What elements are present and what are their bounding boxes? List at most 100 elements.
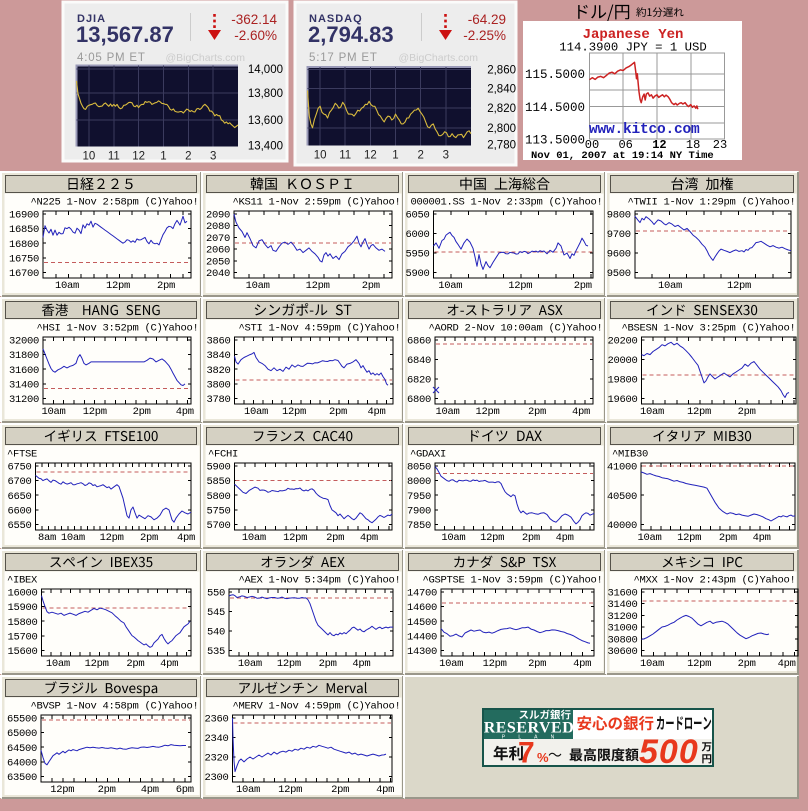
svg-text:550: 550 bbox=[207, 588, 225, 600]
svg-text:3820: 3820 bbox=[206, 365, 230, 377]
svg-text:31400: 31400 bbox=[607, 599, 637, 611]
svg-text:12pm: 12pm bbox=[508, 280, 532, 292]
svg-text:6pm: 6pm bbox=[176, 784, 194, 796]
svg-text:16800: 16800 bbox=[9, 239, 39, 251]
svg-text:23: 23 bbox=[713, 138, 727, 152]
svg-text:2pm: 2pm bbox=[133, 406, 151, 418]
svg-text:545: 545 bbox=[207, 607, 225, 619]
svg-text:12pm: 12pm bbox=[480, 532, 504, 544]
svg-text:3: 3 bbox=[210, 151, 216, 163]
svg-text:5750: 5750 bbox=[206, 505, 230, 517]
svg-text:3840: 3840 bbox=[206, 350, 230, 362]
svg-text:64000: 64000 bbox=[7, 757, 37, 769]
svg-text:4pm: 4pm bbox=[360, 532, 378, 544]
svg-text:12pm: 12pm bbox=[50, 784, 74, 796]
svg-text:-2.60%: -2.60% bbox=[234, 28, 277, 43]
svg-text:4pm: 4pm bbox=[367, 406, 385, 418]
svg-text:32000: 32000 bbox=[9, 336, 39, 348]
svg-text:5900: 5900 bbox=[206, 462, 230, 474]
svg-text:4:05 PM ET: 4:05 PM ET bbox=[77, 52, 146, 64]
svg-text:10am: 10am bbox=[242, 532, 266, 544]
svg-text:4pm: 4pm bbox=[376, 784, 394, 796]
svg-text:12pm: 12pm bbox=[277, 658, 301, 670]
svg-text:^MIB30: ^MIB30 bbox=[612, 449, 648, 461]
svg-text:000001.SS 1-Nov 2:33pm (C)Yaho: 000001.SS 1-Nov 2:33pm (C)Yahoo! bbox=[410, 197, 602, 209]
svg-text:4pm: 4pm bbox=[556, 532, 574, 544]
svg-text:-2.25%: -2.25% bbox=[463, 28, 506, 43]
svg-text:2040: 2040 bbox=[206, 268, 230, 280]
svg-text:12pm: 12pm bbox=[278, 784, 302, 796]
svg-text:10am: 10am bbox=[41, 406, 65, 418]
svg-text:6820: 6820 bbox=[407, 375, 431, 387]
svg-text:2pm: 2pm bbox=[362, 280, 380, 292]
svg-text:10am: 10am bbox=[236, 784, 260, 796]
svg-text:6750: 6750 bbox=[7, 462, 31, 474]
svg-text:12pm: 12pm bbox=[282, 406, 306, 418]
svg-text:63500: 63500 bbox=[7, 772, 37, 784]
svg-text:10am: 10am bbox=[640, 406, 664, 418]
svg-text:^BVSP 1-Nov 4:58pm (C)Yahoo!: ^BVSP 1-Nov 4:58pm (C)Yahoo! bbox=[30, 701, 198, 713]
svg-text:3780: 3780 bbox=[206, 394, 230, 406]
svg-text:2080: 2080 bbox=[206, 221, 230, 233]
svg-text:15900: 15900 bbox=[7, 602, 37, 614]
svg-text:12: 12 bbox=[132, 151, 145, 163]
svg-text:12: 12 bbox=[364, 150, 377, 162]
svg-text:4pm: 4pm bbox=[572, 406, 590, 418]
svg-text:10am: 10am bbox=[435, 406, 459, 418]
svg-text:10am: 10am bbox=[55, 280, 79, 292]
svg-text:6860: 6860 bbox=[407, 336, 431, 348]
svg-text:5700: 5700 bbox=[206, 520, 230, 532]
svg-text:^AORD 2-Nov 10:00am (C)Yahoo!: ^AORD 2-Nov 10:00am (C)Yahoo! bbox=[428, 323, 602, 335]
svg-text:10: 10 bbox=[83, 151, 96, 163]
svg-text:5850: 5850 bbox=[206, 476, 230, 488]
svg-text:9800: 9800 bbox=[607, 210, 631, 222]
svg-text:^TWII 1-Nov 1:29pm (C)Yahoo!: ^TWII 1-Nov 1:29pm (C)Yahoo! bbox=[627, 197, 795, 209]
svg-text:12pm: 12pm bbox=[306, 280, 330, 292]
svg-text:^FCHI: ^FCHI bbox=[208, 449, 238, 461]
svg-text:12pm: 12pm bbox=[727, 280, 751, 292]
svg-text:15800: 15800 bbox=[7, 617, 37, 629]
svg-text:19600: 19600 bbox=[607, 394, 637, 406]
svg-text:2pm: 2pm bbox=[329, 406, 347, 418]
svg-text:65000: 65000 bbox=[7, 728, 37, 740]
svg-text:2050: 2050 bbox=[206, 256, 230, 268]
svg-text:7950: 7950 bbox=[407, 491, 431, 503]
svg-text:4pm: 4pm bbox=[778, 658, 796, 670]
svg-text:31600: 31600 bbox=[607, 588, 637, 600]
svg-text:40000: 40000 bbox=[607, 520, 637, 532]
svg-text:2300: 2300 bbox=[204, 772, 228, 784]
svg-text:15700: 15700 bbox=[7, 631, 37, 643]
svg-text:%: % bbox=[537, 750, 549, 765]
svg-text:1: 1 bbox=[392, 150, 398, 162]
svg-text:Japanese Yen: Japanese Yen bbox=[583, 27, 684, 43]
svg-text:2pm: 2pm bbox=[528, 406, 546, 418]
svg-text:31200: 31200 bbox=[607, 611, 637, 623]
svg-text:6600: 6600 bbox=[7, 505, 31, 517]
svg-text:DJIA: DJIA bbox=[77, 13, 106, 25]
svg-text:3: 3 bbox=[443, 150, 449, 162]
svg-text:16000: 16000 bbox=[7, 588, 37, 600]
svg-text:12pm: 12pm bbox=[283, 532, 307, 544]
svg-text:2pm: 2pm bbox=[319, 658, 337, 670]
svg-text:13,567.87: 13,567.87 bbox=[76, 22, 174, 47]
svg-text:11: 11 bbox=[108, 151, 120, 163]
svg-text:9500: 9500 bbox=[607, 268, 631, 280]
svg-text:RESERVED: RESERVED bbox=[484, 720, 575, 737]
svg-text:15600: 15600 bbox=[7, 646, 37, 658]
svg-text:5:17 PM ET: 5:17 PM ET bbox=[309, 52, 378, 64]
svg-text:^BSESN 1-Nov 3:25pm (C)Yahoo!: ^BSESN 1-Nov 3:25pm (C)Yahoo! bbox=[621, 323, 795, 335]
svg-text:31800: 31800 bbox=[9, 350, 39, 362]
svg-text:@BigCharts.com: @BigCharts.com bbox=[398, 52, 478, 64]
svg-text:4pm: 4pm bbox=[176, 406, 194, 418]
svg-text:@BigCharts.com: @BigCharts.com bbox=[165, 52, 245, 64]
svg-text:4pm: 4pm bbox=[352, 658, 370, 670]
svg-text:10: 10 bbox=[314, 150, 327, 162]
svg-text:7850: 7850 bbox=[407, 520, 431, 532]
svg-text:06: 06 bbox=[618, 138, 632, 152]
svg-text:2pm: 2pm bbox=[719, 532, 737, 544]
svg-text:2360: 2360 bbox=[204, 714, 228, 726]
svg-text:Nov 01, 2007 at 19:14 NY Time: Nov 01, 2007 at 19:14 NY Time bbox=[531, 150, 714, 162]
svg-text:2060: 2060 bbox=[206, 245, 230, 257]
svg-text:14700: 14700 bbox=[407, 588, 437, 600]
svg-text:2pm: 2pm bbox=[140, 532, 158, 544]
